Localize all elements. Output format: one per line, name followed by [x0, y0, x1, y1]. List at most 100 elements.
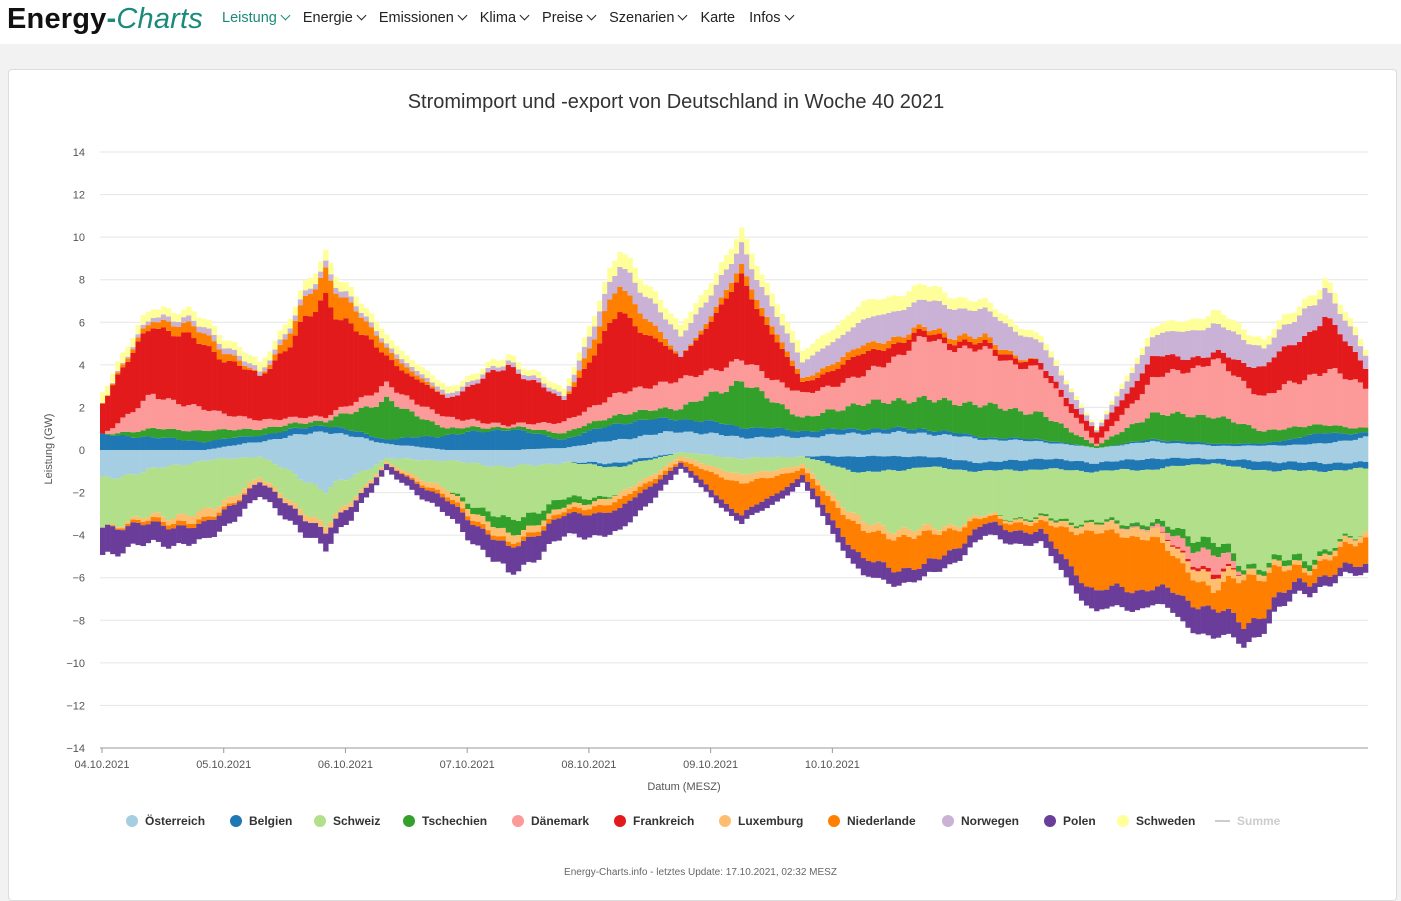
- bar-segment-import: [328, 415, 333, 421]
- bar-segment-export: [242, 457, 247, 488]
- bar-segment-import: [1297, 384, 1302, 427]
- bar-segment-import: [257, 371, 262, 375]
- bar-segment-import: [308, 289, 313, 294]
- bar-segment-import: [1084, 415, 1089, 420]
- bar-segment-export: [201, 508, 206, 517]
- bar-segment-import: [1003, 315, 1008, 323]
- bar-segment-import: [805, 437, 810, 450]
- bar-segment-export: [242, 495, 247, 509]
- bar-segment-export: [683, 462, 688, 467]
- bar-segment-export: [688, 450, 693, 453]
- legend-marker: [314, 815, 326, 827]
- legend-item-norwegen[interactable]: Norwegen: [942, 814, 1019, 828]
- bar-segment-import: [988, 437, 993, 439]
- bar-segment-import: [1069, 404, 1074, 413]
- bar-segment-import: [551, 389, 556, 393]
- bar-segment-export: [663, 456, 668, 466]
- bar-segment-export: [1054, 468, 1059, 520]
- bar-segment-export: [1327, 577, 1332, 587]
- bar-segment-import: [496, 371, 501, 422]
- bar-segment-import: [430, 437, 435, 449]
- bar-segment-import: [1358, 382, 1363, 427]
- bar-segment-export: [627, 501, 632, 523]
- bar-segment-import: [349, 437, 354, 450]
- bar-segment-import: [815, 416, 820, 431]
- bar-segment-import: [1338, 334, 1343, 373]
- bar-segment-import: [1261, 339, 1266, 348]
- bar-segment-import: [293, 321, 298, 336]
- bar-segment-export: [622, 450, 627, 463]
- bar-segment-import: [678, 409, 683, 419]
- bar-segment-export: [511, 520, 516, 536]
- bar-segment-export: [1226, 609, 1231, 634]
- bar-segment-import: [1114, 392, 1119, 396]
- bar-segment-export: [1033, 459, 1038, 470]
- bar-segment-import: [851, 377, 856, 404]
- bar-segment-import: [1246, 335, 1251, 344]
- bar-segment-import: [1221, 416, 1226, 443]
- bar-segment-import: [272, 349, 277, 354]
- bar-segment-import: [825, 366, 830, 372]
- legend-item-schweiz[interactable]: Schweiz: [314, 814, 380, 828]
- bar-segment-import: [724, 436, 729, 450]
- bar-segment-export: [186, 464, 191, 516]
- legend-item-polen[interactable]: Polen: [1044, 814, 1096, 828]
- bar-segment-export: [1282, 561, 1287, 567]
- legend-item-belgien[interactable]: Belgien: [230, 814, 292, 828]
- bar-segment-export: [1165, 450, 1170, 459]
- bar-segment-import: [942, 398, 947, 431]
- bar-segment-export: [1231, 568, 1236, 569]
- bar-segment-import: [242, 366, 247, 370]
- bar-segment-import: [947, 298, 952, 309]
- bar-segment-import: [394, 407, 399, 439]
- bar-segment-import: [460, 381, 465, 387]
- legend-item-luxemburg[interactable]: Luxemburg: [719, 814, 803, 828]
- bar-segment-import: [830, 364, 835, 370]
- bar-segment-import: [196, 318, 201, 327]
- bar-segment-export: [1109, 450, 1114, 462]
- legend-item-dänemark[interactable]: Dänemark: [512, 814, 589, 828]
- bar-segment-export: [496, 466, 501, 518]
- bar-segment-import: [698, 334, 703, 375]
- bar-segment-export: [617, 493, 622, 499]
- bar-segment-export: [1292, 450, 1297, 462]
- legend-item-frankreich[interactable]: Frankreich: [614, 814, 694, 828]
- bar-segment-import: [643, 388, 648, 409]
- bar-segment-import: [212, 440, 217, 449]
- bar-segment-export: [1145, 540, 1150, 591]
- bar-segment-import: [1251, 443, 1256, 445]
- bar-segment-export: [1059, 554, 1064, 570]
- bar-segment-export: [810, 479, 815, 489]
- bar-segment-export: [1343, 463, 1348, 470]
- legend-item-tschechien[interactable]: Tschechien: [403, 814, 487, 828]
- bar-segment-import: [516, 429, 521, 450]
- bar-segment-export: [1261, 461, 1266, 470]
- bar-segment-import: [1180, 441, 1185, 443]
- y-tick-label: 0: [79, 445, 85, 457]
- legend-item-summe[interactable]: Summe: [1215, 814, 1281, 828]
- bar-segment-import: [1135, 423, 1140, 441]
- bar-segment-import: [714, 285, 719, 307]
- bar-segment-export: [688, 453, 693, 459]
- bar-segment-export: [298, 450, 303, 480]
- legend-item-österreich[interactable]: Österreich: [126, 813, 205, 828]
- bar-segment-import: [587, 444, 592, 450]
- legend-item-niederlande[interactable]: Niederlande: [828, 814, 916, 828]
- bar-segment-import: [1256, 431, 1261, 444]
- legend-label: Österreich: [145, 813, 205, 828]
- bar-segment-import: [130, 438, 135, 450]
- bar-segment-import: [384, 382, 389, 397]
- bar-segment-import: [420, 419, 425, 436]
- bar-segment-import: [612, 276, 617, 293]
- legend-item-schweden[interactable]: Schweden: [1117, 814, 1195, 828]
- bar-segment-export: [1261, 470, 1266, 571]
- bar-segment-export: [1074, 535, 1079, 575]
- bar-segment-export: [359, 471, 364, 489]
- bar-segment-import: [704, 303, 709, 324]
- bar-segment-import: [851, 327, 856, 349]
- bar-segment-import: [374, 407, 379, 438]
- bar-segment-import: [861, 345, 866, 353]
- bar-segment-import: [1165, 441, 1170, 443]
- bar-segment-import: [1180, 322, 1185, 332]
- bar-segment-export: [1018, 530, 1023, 543]
